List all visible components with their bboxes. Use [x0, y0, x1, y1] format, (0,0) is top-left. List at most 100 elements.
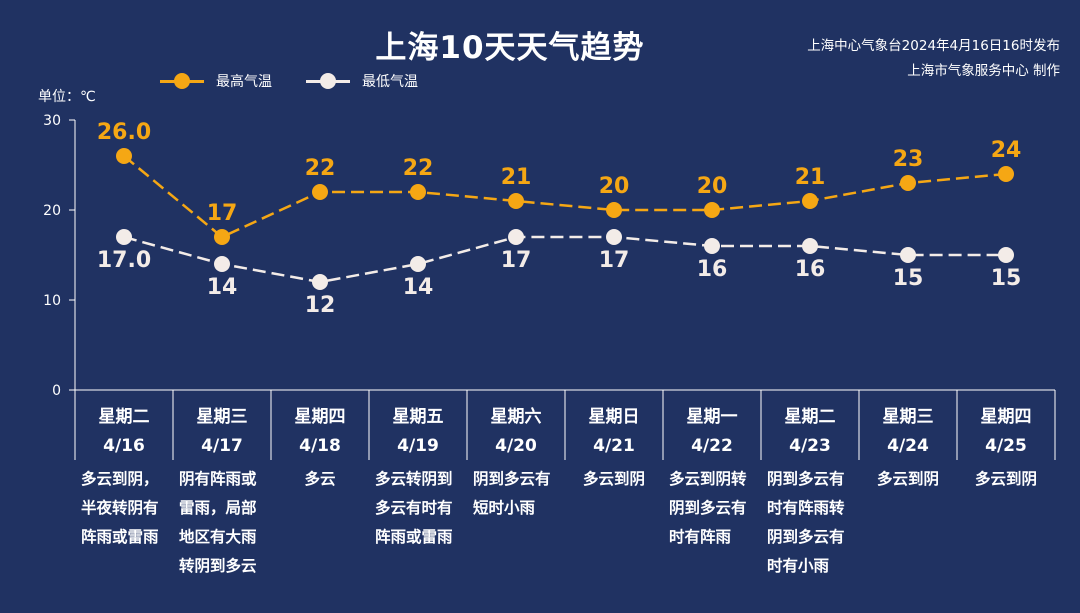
data-point-low	[508, 229, 524, 245]
chart-title: 上海10天天气趋势	[375, 30, 645, 66]
data-point-high	[312, 184, 328, 200]
data-label-high: 21	[501, 165, 532, 190]
day-weather-line: 多云到阴	[583, 469, 645, 488]
data-label-high: 17	[207, 201, 238, 226]
data-label-low: 17	[599, 248, 630, 273]
y-tick-label: 20	[43, 203, 61, 219]
data-label-high: 20	[697, 174, 728, 199]
day-weather-line: 多云到阴，	[81, 469, 159, 488]
data-point-low	[410, 256, 426, 272]
day-weekday: 星期二	[99, 407, 150, 427]
day-weekday: 星期四	[295, 407, 346, 427]
legend-item-low: 最低气温	[306, 71, 418, 91]
day-weekday: 星期六	[491, 406, 542, 427]
day-date: 4/18	[299, 436, 341, 456]
day-weather-line: 阴到多云有	[473, 469, 551, 488]
data-point-low	[312, 274, 328, 290]
day-weather-line: 短时小雨	[473, 498, 535, 517]
data-point-low	[802, 238, 818, 254]
data-label-high: 26.0	[97, 120, 151, 145]
data-label-high: 24	[991, 138, 1022, 163]
day-date: 4/23	[789, 436, 831, 456]
data-label-high: 23	[893, 147, 924, 172]
day-weekday: 星期二	[785, 407, 836, 427]
data-label-high: 21	[795, 165, 826, 190]
day-date: 4/24	[887, 436, 929, 456]
data-label-low: 14	[403, 275, 434, 300]
data-label-low: 14	[207, 275, 238, 300]
day-date: 4/20	[495, 436, 537, 456]
data-label-high: 22	[305, 156, 336, 181]
data-point-high	[214, 229, 230, 245]
data-label-high: 20	[599, 174, 630, 199]
unit-label: 单位：℃	[38, 89, 96, 105]
day-weather-line: 雷雨，局部	[179, 498, 257, 517]
day-date: 4/17	[201, 436, 243, 456]
legend-swatch-high	[160, 73, 204, 89]
data-point-high	[116, 148, 132, 164]
day-date: 4/25	[985, 436, 1027, 456]
data-point-high	[606, 202, 622, 218]
data-point-low	[606, 229, 622, 245]
day-weather-line: 时有小雨	[767, 556, 829, 575]
day-weekday: 星期五	[393, 407, 444, 427]
data-point-low	[704, 238, 720, 254]
data-label-low: 16	[697, 257, 728, 282]
data-label-low: 17.0	[97, 248, 151, 273]
day-weather-line: 多云有时有	[375, 498, 453, 517]
data-point-low	[998, 247, 1014, 263]
day-weekday: 星期一	[687, 407, 738, 427]
source-line-1: 上海中心气象台2024年4月16日16时发布	[807, 38, 1060, 54]
series-line-low	[123, 235, 1006, 284]
day-weather-line: 多云	[304, 469, 335, 488]
day-date: 4/19	[397, 436, 439, 456]
data-point-low	[116, 229, 132, 245]
data-point-low	[900, 247, 916, 263]
data-point-low	[214, 256, 230, 272]
day-weather-line: 转阴到多云	[179, 556, 257, 575]
data-label-low: 17	[501, 248, 532, 273]
source-line-2: 上海市气象服务中心 制作	[907, 63, 1060, 79]
day-date: 4/22	[691, 436, 733, 456]
day-weather-line: 阵雨或雷雨	[81, 527, 159, 546]
source-info: 上海中心气象台2024年4月16日16时发布 上海市气象服务中心 制作	[807, 34, 1060, 84]
y-tick-label: 0	[52, 383, 61, 399]
day-weather-line: 阴有阵雨或	[179, 469, 257, 488]
day-weather-line: 多云到阴	[975, 469, 1037, 488]
day-weather-line: 多云到阴	[877, 469, 939, 488]
data-point-high	[998, 166, 1014, 182]
data-point-high	[508, 193, 524, 209]
data-label-low: 15	[991, 266, 1022, 291]
data-point-high	[410, 184, 426, 200]
day-weather-line: 多云到阴转	[669, 469, 747, 488]
day-weather-line: 多云转阴到	[375, 469, 453, 488]
day-weather-line: 阴到多云有	[767, 469, 845, 488]
day-weather-line: 阴到多云有	[669, 498, 747, 517]
data-label-low: 12	[305, 293, 336, 318]
data-point-high	[704, 202, 720, 218]
data-point-high	[802, 193, 818, 209]
day-weekday: 星期三	[883, 407, 934, 427]
day-weekday: 星期四	[981, 407, 1032, 427]
legend-label-high: 最高气温	[216, 74, 272, 90]
day-date: 4/16	[103, 436, 145, 456]
y-tick-label: 10	[43, 293, 61, 309]
data-point-high	[900, 175, 916, 191]
day-weather-line: 时有阵雨转	[767, 498, 845, 517]
data-label-high: 22	[403, 156, 434, 181]
legend-label-low: 最低气温	[362, 74, 418, 90]
day-weather-line: 半夜转阴有	[81, 498, 159, 517]
day-weather-line: 地区有大雨	[179, 527, 257, 546]
series-line-high	[123, 155, 1007, 239]
data-label-low: 16	[795, 257, 826, 282]
legend-item-high: 最高气温	[160, 71, 272, 91]
day-weather-line: 阵雨或雷雨	[375, 527, 453, 546]
y-tick-label: 30	[43, 113, 61, 129]
day-weather-line: 阴到多云有	[767, 527, 845, 546]
day-weekday: 星期三	[197, 407, 248, 427]
data-label-low: 15	[893, 266, 924, 291]
day-weekday: 星期日	[589, 407, 640, 427]
legend-swatch-low	[306, 73, 350, 89]
day-date: 4/21	[593, 436, 635, 456]
